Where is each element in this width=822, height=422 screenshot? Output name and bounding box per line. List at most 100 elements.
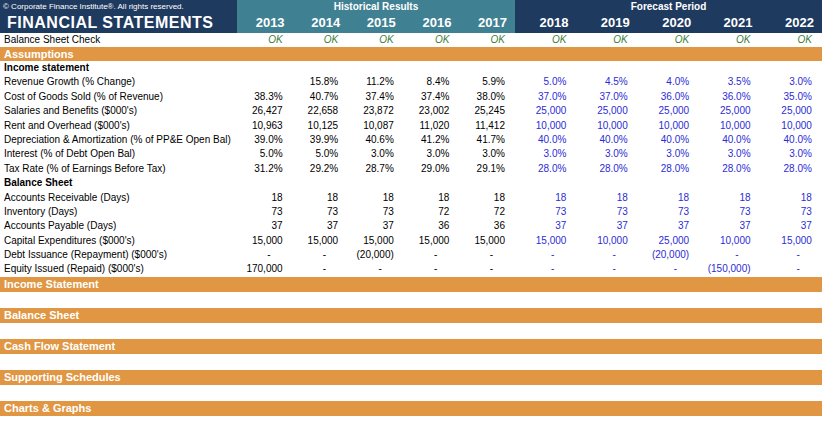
assumption-cell[interactable]: - (515, 248, 576, 262)
assumption-cell[interactable]: 10,000 (699, 119, 760, 133)
assumption-cell[interactable]: - (638, 262, 699, 276)
assumption-cell[interactable]: 73 (761, 205, 822, 219)
assumption-cell[interactable] (404, 176, 460, 190)
row-label[interactable]: Accounts Receivable (Days) (0, 191, 237, 205)
assumption-cell[interactable]: 31.2% (237, 162, 293, 176)
assumption-cell[interactable]: 10,000 (638, 119, 699, 133)
assumption-cell[interactable]: 39.9% (293, 133, 349, 147)
assumption-cell[interactable]: 3.0% (515, 147, 576, 161)
assumption-cell[interactable] (459, 176, 515, 190)
assumption-cell[interactable]: 4.5% (576, 75, 637, 89)
assumption-cell[interactable]: 3.0% (459, 147, 515, 161)
check-status-cell[interactable]: OK (761, 33, 822, 47)
assumption-cell[interactable]: 73 (638, 205, 699, 219)
assumption-cell[interactable]: 15.8% (293, 75, 349, 89)
assumption-cell[interactable]: - (404, 262, 460, 276)
assumption-cell[interactable]: 25,245 (459, 104, 515, 118)
assumption-cell[interactable]: - (459, 248, 515, 262)
assumption-cell[interactable]: 28.0% (576, 162, 637, 176)
row-label[interactable]: Cost of Goods Sold (% of Revenue) (0, 90, 237, 104)
assumption-cell[interactable]: 10,000 (576, 119, 637, 133)
assumption-cell[interactable]: 3.0% (576, 147, 637, 161)
check-status-cell[interactable]: OK (699, 33, 760, 47)
assumption-cell[interactable]: - (293, 248, 349, 262)
assumption-cell[interactable]: 10,000 (699, 234, 760, 248)
assumption-cell[interactable]: 40.0% (576, 133, 637, 147)
assumption-cell[interactable]: 23,002 (404, 104, 460, 118)
assumption-cell[interactable]: 37.0% (576, 90, 637, 104)
assumption-cell[interactable]: 35.0% (761, 90, 822, 104)
assumption-cell[interactable]: 18 (348, 191, 404, 205)
assumption-cell[interactable] (576, 176, 637, 190)
assumption-cell[interactable]: 18 (515, 191, 576, 205)
assumption-cell[interactable]: 10,000 (576, 234, 637, 248)
assumption-cell[interactable]: 3.0% (404, 147, 460, 161)
assumption-cell[interactable]: - (404, 248, 460, 262)
assumption-cell[interactable]: 29.2% (293, 162, 349, 176)
row-label[interactable]: Interest (% of Debt Open Bal) (0, 147, 237, 161)
assumption-cell[interactable]: 15,000 (348, 234, 404, 248)
assumption-cell[interactable]: 28.0% (638, 162, 699, 176)
assumption-cell[interactable]: 40.7% (293, 90, 349, 104)
assumption-cell[interactable] (293, 176, 349, 190)
year-header-2016[interactable]: 2016 (404, 13, 460, 33)
assumption-cell[interactable]: 5.0% (515, 75, 576, 89)
row-label[interactable]: Capital Expenditures ($000's) (0, 234, 237, 248)
group-header-label[interactable]: Income statement (0, 61, 237, 75)
assumption-cell[interactable]: - (576, 248, 637, 262)
assumption-cell[interactable]: 41.2% (404, 133, 460, 147)
assumption-cell[interactable]: 26,427 (237, 104, 293, 118)
assumption-cell[interactable]: 73 (515, 205, 576, 219)
assumption-cell[interactable]: 37 (638, 219, 699, 233)
year-header-2019[interactable]: 2019 (576, 13, 637, 33)
assumption-cell[interactable]: 11.2% (348, 75, 404, 89)
assumption-cell[interactable]: 37.4% (404, 90, 460, 104)
assumption-cell[interactable]: 73 (293, 205, 349, 219)
year-header-2022[interactable]: 2022 (761, 13, 822, 33)
check-status-cell[interactable]: OK (459, 33, 515, 47)
row-label[interactable]: Depreciation & Amortization (% of PP&E O… (0, 133, 237, 147)
check-status-cell[interactable]: OK (293, 33, 349, 47)
row-label[interactable]: Equity Issued (Repaid) ($000's) (0, 262, 237, 276)
year-header-2018[interactable]: 2018 (515, 13, 576, 33)
assumption-cell[interactable]: 37 (699, 219, 760, 233)
assumption-cell[interactable]: 28.0% (761, 162, 822, 176)
assumption-cell[interactable]: 11,412 (459, 119, 515, 133)
assumption-cell[interactable] (348, 176, 404, 190)
check-status-cell[interactable]: OK (237, 33, 293, 47)
assumption-cell[interactable]: 36 (404, 219, 460, 233)
assumption-cell[interactable]: 3.0% (348, 147, 404, 161)
assumption-cell[interactable]: 28.0% (699, 162, 760, 176)
assumption-cell[interactable]: 29.1% (459, 162, 515, 176)
assumption-cell[interactable]: 18 (293, 191, 349, 205)
assumption-cell[interactable]: 3.5% (699, 75, 760, 89)
assumption-cell[interactable]: 40.6% (348, 133, 404, 147)
assumption-cell[interactable]: 15,000 (761, 234, 822, 248)
assumption-cell[interactable]: 11,020 (404, 119, 460, 133)
check-status-cell[interactable]: OK (348, 33, 404, 47)
assumption-cell[interactable]: 3.0% (699, 147, 760, 161)
assumption-cell[interactable] (348, 61, 404, 75)
assumption-cell[interactable]: (20,000) (348, 248, 404, 262)
assumption-cell[interactable] (237, 61, 293, 75)
assumption-cell[interactable]: 18 (237, 191, 293, 205)
assumption-cell[interactable]: 10,000 (761, 119, 822, 133)
assumption-cell[interactable]: 170,000 (237, 262, 293, 276)
assumption-cell[interactable]: - (576, 262, 637, 276)
assumption-cell[interactable] (761, 61, 822, 75)
assumption-cell[interactable]: 38.0% (459, 90, 515, 104)
assumption-cell[interactable]: 15,000 (293, 234, 349, 248)
assumption-cell[interactable]: 15,000 (459, 234, 515, 248)
assumption-cell[interactable]: 25,000 (699, 104, 760, 118)
assumption-cell[interactable]: 38.3% (237, 90, 293, 104)
assumption-cell[interactable] (404, 61, 460, 75)
assumption-cell[interactable]: 18 (761, 191, 822, 205)
assumption-cell[interactable]: - (699, 248, 760, 262)
year-header-2020[interactable]: 2020 (638, 13, 699, 33)
assumption-cell[interactable]: - (237, 248, 293, 262)
year-header-2015[interactable]: 2015 (348, 13, 404, 33)
assumption-cell[interactable] (638, 176, 699, 190)
assumption-cell[interactable]: - (348, 262, 404, 276)
assumption-cell[interactable]: 25,000 (515, 104, 576, 118)
assumption-cell[interactable]: 18 (404, 191, 460, 205)
